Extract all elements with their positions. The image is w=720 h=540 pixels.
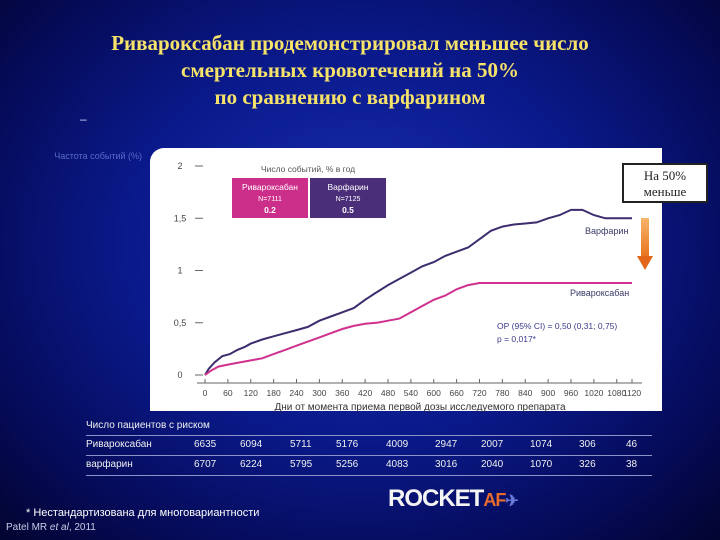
risk-cell: 6635 — [194, 439, 217, 450]
risk-divider-top — [86, 435, 652, 436]
risk-cell: 5176 — [336, 439, 359, 450]
callout-line-2: меньше — [643, 184, 687, 199]
risk-cell: 1074 — [530, 439, 553, 450]
title-line-3: по сравнению с варфарином — [214, 85, 486, 109]
risk-cell: 306 — [579, 439, 596, 450]
risk-cell: 6094 — [240, 439, 263, 450]
risk-cell: 2947 — [435, 439, 458, 450]
risk-row-warfarin: варфарин 6707 6224 5795 5256 4083 3016 2040 107… — [86, 459, 652, 475]
logo-plane-icon: ✈ — [505, 493, 518, 510]
risk-cell: 5711 — [290, 439, 312, 450]
risk-cell: 4009 — [386, 439, 409, 450]
risk-divider-bottom — [86, 475, 652, 476]
callout-box: На 50% меньше — [622, 163, 708, 203]
risk-cell: 326 — [579, 459, 596, 470]
risk-divider-middle — [86, 455, 652, 456]
risk-cell: 4083 — [386, 459, 409, 470]
dash-mark: – — [80, 112, 87, 126]
risk-row-name: Ривароксабан — [86, 439, 152, 450]
logo-af: AF — [483, 490, 506, 510]
risk-cell: 5256 — [336, 459, 359, 470]
risk-row-rivaroxaban: Ривароксабан 6635 6094 5711 5176 4009 2947 200… — [86, 439, 652, 455]
reference: Patel MR et al, 2011 — [6, 522, 96, 533]
footnote: * Нестандартизована для многовариантност… — [26, 507, 260, 519]
rocket-af-logo: ROCKETAF✈ — [388, 485, 519, 513]
risk-cell: 6224 — [240, 459, 263, 470]
callout-line-1: На 50% — [643, 168, 687, 183]
chart-card — [150, 148, 662, 411]
risk-cell: 3016 — [435, 459, 458, 470]
title-line-1: Ривароксабан продемонстрировал меньшее ч… — [111, 31, 589, 55]
risk-cell: 2007 — [481, 439, 504, 450]
down-arrow-icon — [637, 256, 653, 270]
reference-etal: et al — [49, 522, 69, 533]
reference-year: , 2011 — [68, 522, 96, 533]
risk-cell: 5795 — [290, 459, 313, 470]
down-arrow-shaft — [641, 218, 649, 258]
y-axis-label: Частота событий (%) — [54, 151, 142, 161]
slide-title: Ривароксабан продемонстрировал меньшее ч… — [40, 30, 660, 111]
risk-cell: 46 — [626, 439, 638, 450]
risk-cell: 1070 — [530, 459, 553, 470]
risk-row-name: варфарин — [86, 459, 133, 470]
risk-cell: 6707 — [194, 459, 217, 470]
risk-table-title: Число пациентов с риском — [86, 420, 210, 431]
title-line-2: смертельных кровотечений на 50% — [181, 58, 519, 82]
risk-cell: 2040 — [481, 459, 504, 470]
logo-rocket: ROCKET — [388, 485, 484, 512]
risk-cell: 38 — [626, 459, 638, 470]
reference-author: Patel MR — [6, 522, 50, 533]
